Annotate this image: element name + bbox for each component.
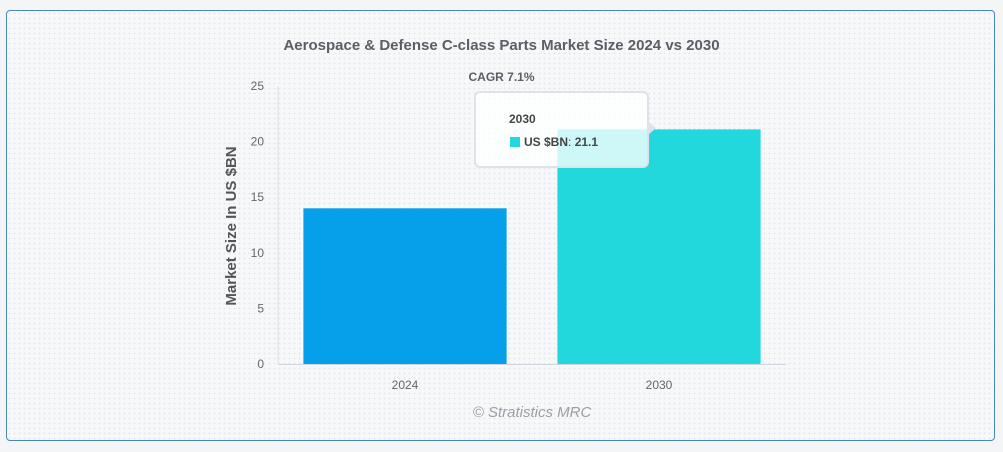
tooltip-separator: : xyxy=(568,135,575,149)
credits-text: © Stratistics MRC xyxy=(473,404,592,421)
y-tick-label: 0 xyxy=(257,357,264,371)
tooltip-row: US $BN: 21.1 xyxy=(510,135,598,149)
plot-area: 2024 2030 0 5 10 15 20 25 xyxy=(251,79,786,392)
chart-subtitle: CAGR 7.1% xyxy=(468,70,535,84)
y-tick-label: 25 xyxy=(251,79,265,93)
tooltip-value: 21.1 xyxy=(574,135,599,149)
y-tick-label: 15 xyxy=(251,190,265,204)
x-tick-label: 2024 xyxy=(392,378,419,392)
tooltip-title: 2030 xyxy=(509,112,536,126)
chart-title: Aerospace & Defense C-class Parts Market… xyxy=(283,37,720,54)
tooltip-series-label: US $BN xyxy=(524,135,569,149)
tooltip-swatch xyxy=(510,137,520,147)
x-tick-label: 2030 xyxy=(646,378,673,392)
bar-2024[interactable] xyxy=(303,208,507,364)
y-tick-label: 5 xyxy=(257,301,264,315)
y-tick-label: 10 xyxy=(251,246,265,260)
tooltip-arrow xyxy=(647,120,656,136)
y-axis-label: Market Size In US $BN xyxy=(223,146,240,305)
tooltip: 2030 US $BN: 21.1 xyxy=(474,91,649,168)
bar-2030[interactable] xyxy=(557,129,761,364)
y-tick-label: 20 xyxy=(251,135,265,149)
